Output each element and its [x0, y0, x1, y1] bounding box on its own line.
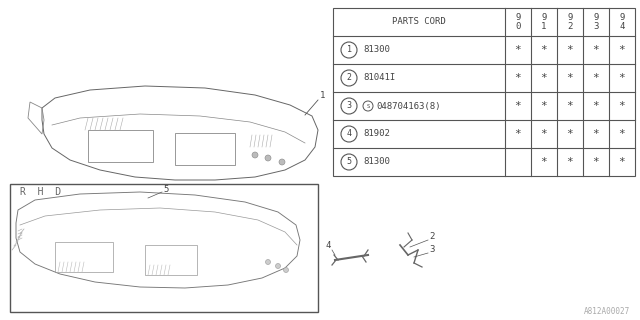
Text: 9
0: 9 0 [515, 13, 521, 31]
Text: 81902: 81902 [363, 130, 390, 139]
Text: *: * [619, 129, 625, 139]
Text: *: * [566, 157, 573, 167]
Text: *: * [541, 45, 547, 55]
Bar [10, 184, 318, 312]
Text: 9
3: 9 3 [593, 13, 598, 31]
Text: *: * [566, 73, 573, 83]
Text: *: * [619, 157, 625, 167]
Text: *: * [593, 45, 600, 55]
Text: *: * [593, 129, 600, 139]
Text: *: * [515, 101, 522, 111]
Circle shape [279, 159, 285, 165]
Text: *: * [566, 45, 573, 55]
Circle shape [341, 154, 357, 170]
Text: *: * [593, 101, 600, 111]
Text: 5: 5 [346, 157, 351, 166]
Text: 048704163(8): 048704163(8) [376, 101, 440, 110]
Text: *: * [515, 129, 522, 139]
Bar [145, 245, 197, 275]
Circle shape [266, 260, 271, 265]
Circle shape [341, 42, 357, 58]
Circle shape [341, 126, 357, 142]
Circle shape [341, 70, 357, 86]
Text: *: * [566, 129, 573, 139]
Text: A812A00027: A812A00027 [584, 307, 630, 316]
Text: R  H  D: R H D [20, 187, 61, 197]
Circle shape [284, 268, 289, 273]
Text: 9
1: 9 1 [541, 13, 547, 31]
Text: 81300: 81300 [363, 157, 390, 166]
Text: 5: 5 [163, 185, 168, 194]
Text: 3: 3 [429, 245, 435, 254]
Text: 4: 4 [326, 241, 332, 250]
Text: 81041I: 81041I [363, 74, 396, 83]
Bar [55, 242, 113, 272]
Text: *: * [541, 73, 547, 83]
Text: 1: 1 [346, 45, 351, 54]
Text: *: * [515, 45, 522, 55]
Text: *: * [619, 45, 625, 55]
Text: *: * [541, 101, 547, 111]
Text: *: * [566, 101, 573, 111]
Circle shape [363, 101, 373, 111]
Bar [175, 133, 235, 165]
Circle shape [341, 98, 357, 114]
Text: 81300: 81300 [363, 45, 390, 54]
Circle shape [265, 155, 271, 161]
Text: *: * [593, 157, 600, 167]
Text: 2: 2 [346, 74, 351, 83]
Text: *: * [619, 101, 625, 111]
Text: 2: 2 [429, 232, 435, 241]
Text: *: * [619, 73, 625, 83]
Text: PARTS CORD: PARTS CORD [392, 18, 446, 27]
Text: S: S [366, 103, 370, 108]
Text: *: * [541, 157, 547, 167]
Circle shape [252, 152, 258, 158]
Text: 4: 4 [346, 130, 351, 139]
Bar [88, 130, 153, 162]
Text: 9
4: 9 4 [620, 13, 625, 31]
Text: *: * [515, 73, 522, 83]
Bar [333, 8, 635, 176]
Text: *: * [541, 129, 547, 139]
Circle shape [275, 263, 280, 268]
Text: 1: 1 [320, 91, 325, 100]
Text: *: * [593, 73, 600, 83]
Text: 3: 3 [346, 101, 351, 110]
Text: 9
2: 9 2 [567, 13, 573, 31]
